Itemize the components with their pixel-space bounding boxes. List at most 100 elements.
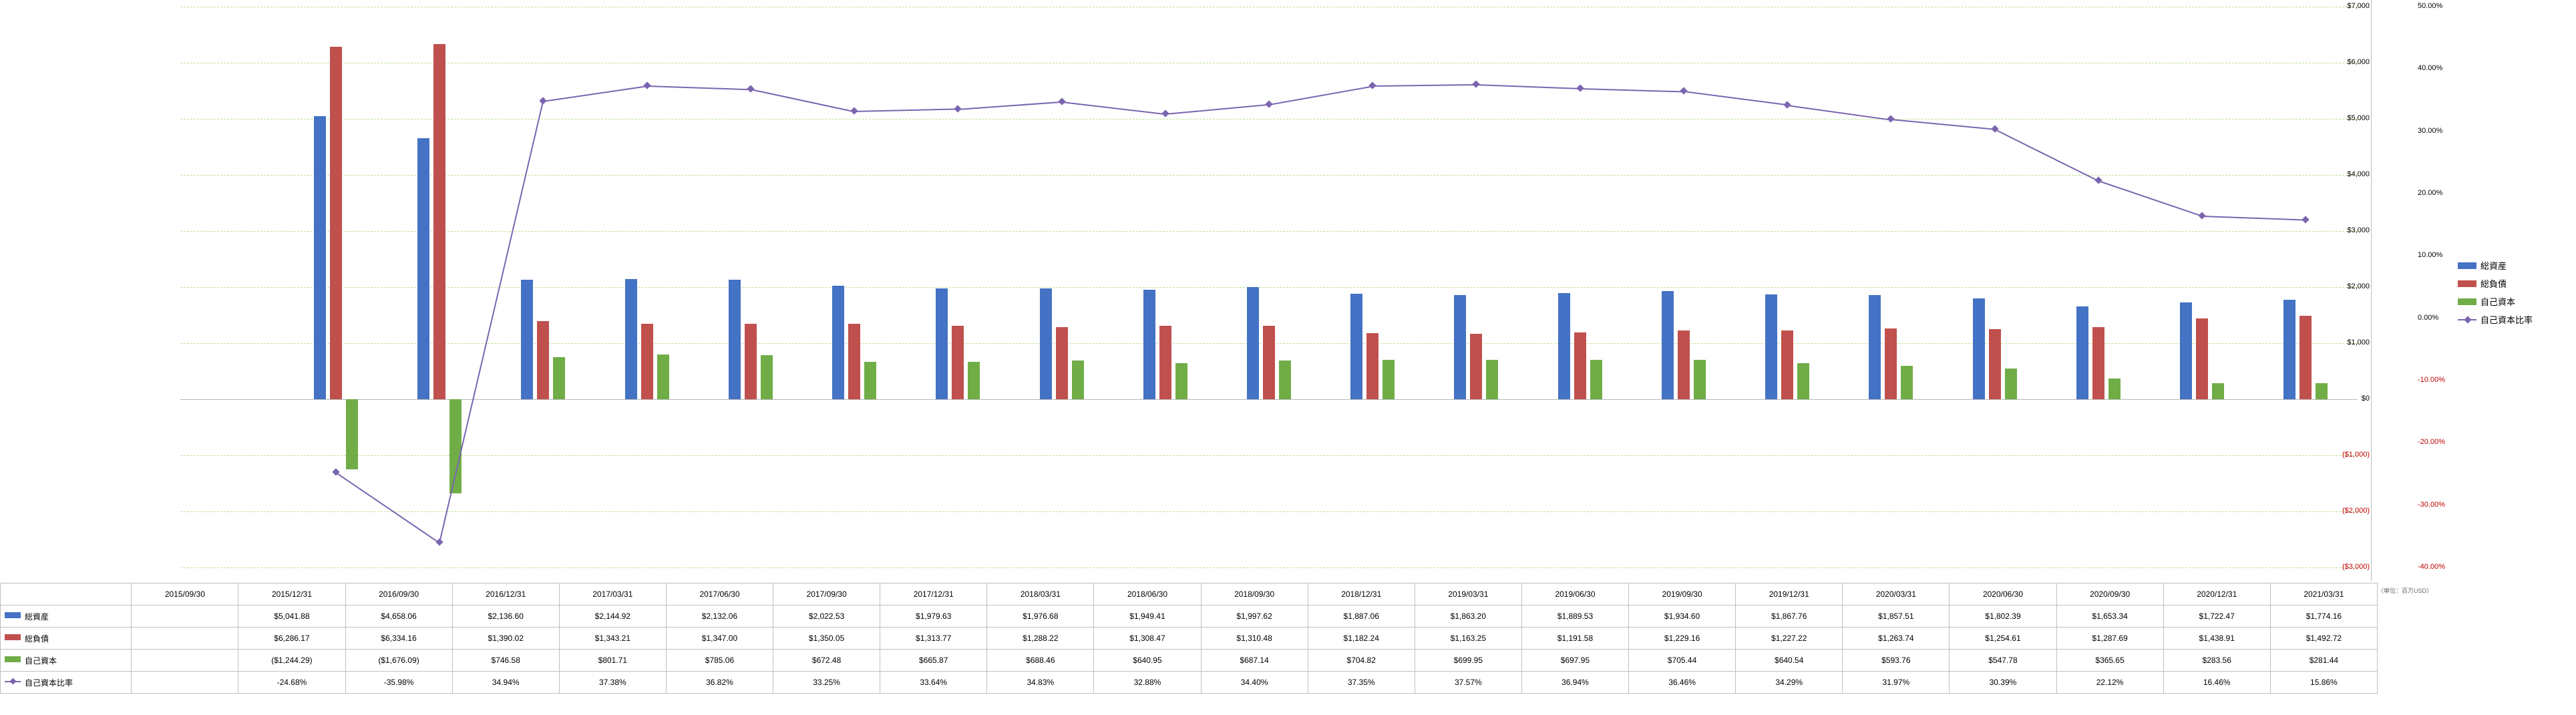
bar-assets: [2076, 306, 2088, 399]
table-cell: 30.39%: [1950, 672, 2056, 694]
right-axis-tick: 20.00%: [2418, 189, 2452, 197]
table-row-header: 自己資本比率: [1, 672, 132, 694]
bar-liabilities: [537, 321, 549, 399]
table-cell: $1,492.72: [2270, 628, 2377, 650]
table-cell: $665.87: [880, 650, 987, 672]
table-cell: $1,889.53: [1521, 606, 1628, 628]
right-axis-tick: -40.00%: [2418, 563, 2452, 571]
table-cell: 15.86%: [2270, 672, 2377, 694]
bar-assets: [1869, 295, 1881, 399]
table-date-header: 2015/12/31: [238, 583, 345, 606]
legend-assets: 総資産: [2458, 259, 2571, 272]
table-cell: $699.95: [1415, 650, 1521, 672]
table-date-header: 2020/12/31: [2163, 583, 2270, 606]
table-cell: $2,144.92: [559, 606, 666, 628]
table-cell: 34.94%: [452, 672, 559, 694]
table-cell: 16.46%: [2163, 672, 2270, 694]
bar-assets: [2283, 300, 2295, 399]
table-date-header: 2019/12/31: [1736, 583, 1843, 606]
bar-liabilities: [1470, 334, 1482, 399]
bar-equity: [346, 399, 358, 469]
table-cell: $1,949.41: [1094, 606, 1201, 628]
table-cell: $2,136.60: [452, 606, 559, 628]
bar-liabilities: [1885, 328, 1897, 399]
table-date-header: 2020/03/31: [1843, 583, 1950, 606]
table-cell: $1,310.48: [1201, 628, 1308, 650]
table-cell: $1,227.22: [1736, 628, 1843, 650]
ratio-line: [1787, 105, 1891, 121]
bar-equity: [1797, 363, 1809, 399]
ratio-line: [1372, 84, 1476, 87]
table-cell: 37.38%: [559, 672, 666, 694]
table-cell: $1,182.24: [1308, 628, 1415, 650]
bar-liabilities: [1678, 330, 1690, 399]
table-cell: $365.65: [2056, 650, 2163, 672]
ratio-line: [1165, 104, 1269, 115]
legend-line-ratio: [2458, 319, 2476, 320]
bar-equity: [1383, 360, 1395, 399]
bar-equity: [2212, 383, 2224, 399]
bar-liabilities: [1574, 332, 1586, 399]
bar-liabilities: [1366, 333, 1378, 399]
left-axis-tick: $2,000: [2338, 282, 2370, 290]
ratio-line: [1061, 101, 1165, 115]
legend-swatch-equity: [2458, 298, 2476, 305]
chart-area: [73, 0, 2372, 581]
ratio-marker: [2302, 216, 2310, 223]
bar-equity: [2316, 383, 2328, 399]
bar-equity: [1072, 361, 1084, 399]
table-cell: 36.46%: [1629, 672, 1736, 694]
right-axis-tick: 30.00%: [2418, 127, 2452, 135]
table-cell: 36.94%: [1521, 672, 1628, 694]
table-cell: 33.64%: [880, 672, 987, 694]
table-row-header: 総負債: [1, 628, 132, 650]
table-cell: 37.57%: [1415, 672, 1521, 694]
table-cell: $4,658.06: [345, 606, 452, 628]
bar-assets: [1973, 298, 1985, 399]
table-cell: $1,979.63: [880, 606, 987, 628]
table-cell: $1,287.69: [2056, 628, 2163, 650]
legend-equity: 自己資本: [2458, 295, 2571, 308]
bar-liabilities: [433, 44, 445, 399]
table-cell: $1,887.06: [1308, 606, 1415, 628]
table-cell: 32.88%: [1094, 672, 1201, 694]
bar-equity: [2108, 379, 2121, 399]
ratio-line: [1580, 88, 1684, 92]
bar-assets: [417, 138, 429, 399]
bar-assets: [1247, 287, 1259, 399]
left-axis-tick: ($2,000): [2338, 507, 2370, 515]
legend-label: 自己資本比率: [2480, 313, 2533, 326]
left-axis-tick: ($1,000): [2338, 451, 2370, 459]
table-cell: $1,313.77: [880, 628, 987, 650]
table-cell: $547.78: [1950, 650, 2056, 672]
right-axis-tick: 50.00%: [2418, 2, 2452, 10]
table-cell: 22.12%: [2056, 672, 2163, 694]
bar-liabilities: [2299, 316, 2312, 399]
bar-liabilities: [952, 326, 964, 399]
table-corner: [1, 583, 132, 606]
legend-label: 自己資本: [2480, 295, 2515, 308]
data-table: 2015/09/302015/12/312016/09/302016/12/31…: [0, 583, 2378, 694]
left-axis-tick: $5,000: [2338, 114, 2370, 122]
ratio-line: [1684, 91, 1787, 105]
legend: 総資産 総負債 自己資本 自己資本比率: [2458, 254, 2571, 331]
table-cell: ($1,244.29): [238, 650, 345, 672]
ratio-line: [647, 85, 751, 90]
table-cell: $1,802.39: [1950, 606, 2056, 628]
table-cell: $1,722.47: [2163, 606, 2270, 628]
table-row-header: 自己資本: [1, 650, 132, 672]
table-cell: 34.29%: [1736, 672, 1843, 694]
table-cell: $1,934.60: [1629, 606, 1736, 628]
bar-equity: [1901, 366, 1913, 399]
ratio-line: [1269, 85, 1373, 105]
bar-assets: [832, 286, 844, 399]
table-cell: $785.06: [666, 650, 773, 672]
table-cell: [132, 672, 238, 694]
ratio-line: [335, 472, 439, 543]
table-cell: $697.95: [1521, 650, 1628, 672]
table-cell: $1,229.16: [1629, 628, 1736, 650]
chart-container: $7,000$6,000$5,000$4,000$3,000$2,000$1,0…: [0, 0, 2576, 715]
table-cell: 34.83%: [987, 672, 1094, 694]
table-cell: $281.44: [2270, 650, 2377, 672]
table-cell: -35.98%: [345, 672, 452, 694]
